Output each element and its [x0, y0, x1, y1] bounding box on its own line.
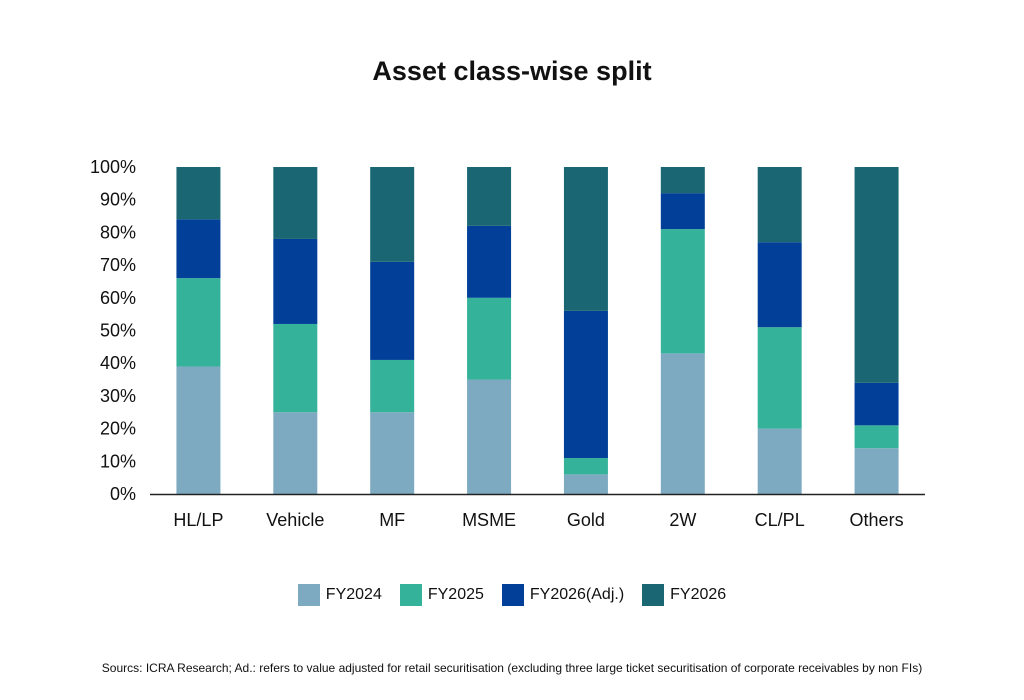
legend-label: FY2026: [670, 586, 727, 603]
x-tick-label: Others: [850, 510, 904, 530]
bar-segment-others-fy2024: [854, 448, 899, 494]
bar-segment-gold-fy2024: [563, 474, 608, 494]
bar-segment-msme-fy2026: [467, 167, 512, 226]
bar-segment-others-fy2025: [854, 425, 899, 449]
y-tick-label: 30%: [100, 386, 136, 406]
bar-segment-mf-fy2024: [370, 412, 415, 494]
bar-segment-mf-fy2025: [370, 359, 415, 413]
legend-swatch: [399, 584, 422, 606]
y-tick-label: 70%: [100, 255, 136, 275]
y-tick-label: 40%: [100, 353, 136, 373]
bar-segment-2w-fy2026-adj-: [660, 193, 705, 230]
y-tick-label: 80%: [100, 222, 136, 242]
bar-segment-gold-fy2026: [563, 167, 608, 311]
y-tick-label: 50%: [100, 321, 136, 341]
x-tick-label: Vehicle: [266, 510, 324, 530]
bar-segment-hl-lp-fy2026: [176, 167, 221, 220]
y-tick-label: 10%: [100, 451, 136, 471]
stacked-bar-chart: 0% 10% 20% 30% 40% 50% 60% 70% 80% 90% 100% HL/LP Ve…: [90, 157, 925, 530]
bar-segment-vehicle-fy2024: [273, 412, 318, 494]
bar-segment-hl-lp-fy2024: [176, 366, 221, 494]
bar-segment-vehicle-fy2026-adj-: [273, 238, 318, 324]
x-tick-label: 2W: [669, 510, 696, 530]
bar-segment-msme-fy2026-adj-: [467, 225, 512, 298]
y-tick-label: 0%: [110, 484, 136, 504]
legend-label: FY2024: [325, 586, 382, 603]
legend-swatch: [501, 584, 524, 606]
bar-segment-2w-fy2024: [660, 353, 705, 494]
bar-segment-cl-pl-fy2025: [757, 327, 802, 429]
legend-item: FY2025: [399, 584, 484, 606]
bar-segment-gold-fy2026-adj-: [563, 310, 608, 459]
x-tick-label: Gold: [567, 510, 605, 530]
y-tick-label: 100%: [90, 157, 136, 177]
bar-segment-2w-fy2026: [660, 167, 705, 194]
y-tick-label: 60%: [100, 288, 136, 308]
bar-segment-msme-fy2025: [467, 297, 512, 380]
x-tick-label: CL/PL: [755, 510, 805, 530]
bar-segment-gold-fy2025: [563, 458, 608, 475]
legend-item: FY2026(Adj.): [501, 584, 625, 606]
legend-label: FY2026(Adj.): [529, 586, 625, 603]
bar-segment-mf-fy2026: [370, 167, 415, 262]
bar-segment-cl-pl-fy2026: [757, 167, 802, 243]
bar-segment-cl-pl-fy2024: [757, 428, 802, 494]
source-note: Sourcs: ICRA Research; Ad.: refers to va…: [101, 661, 923, 675]
bar-segment-2w-fy2025: [660, 229, 705, 354]
bar-segment-vehicle-fy2025: [273, 323, 318, 413]
bar-segment-others-fy2026-adj-: [854, 382, 899, 426]
y-tick-label: 20%: [100, 419, 136, 439]
y-tick-label: 90%: [100, 190, 136, 210]
chart-legend: FY2024 FY2025 FY2026(Adj.) FY2026: [0, 584, 1024, 606]
legend-item: FY2024: [297, 584, 382, 606]
bar-segment-cl-pl-fy2026-adj-: [757, 242, 802, 328]
x-tick-label: HL/LP: [173, 510, 223, 530]
legend-label: FY2025: [427, 586, 484, 603]
legend-swatch: [297, 584, 320, 606]
bar-segment-hl-lp-fy2025: [176, 278, 221, 367]
chart-title: Asset class-wise split: [372, 56, 652, 86]
bar-segment-mf-fy2026-adj-: [370, 261, 415, 360]
bar-segment-others-fy2026: [854, 167, 899, 383]
legend-item: FY2026: [642, 584, 726, 606]
x-tick-label: MF: [379, 510, 405, 530]
x-tick-label: MSME: [462, 510, 516, 530]
legend-swatch: [642, 584, 665, 606]
bar-segment-vehicle-fy2026: [273, 167, 318, 239]
bar-segment-hl-lp-fy2026-adj-: [176, 219, 221, 279]
bar-segment-msme-fy2024: [467, 379, 512, 494]
